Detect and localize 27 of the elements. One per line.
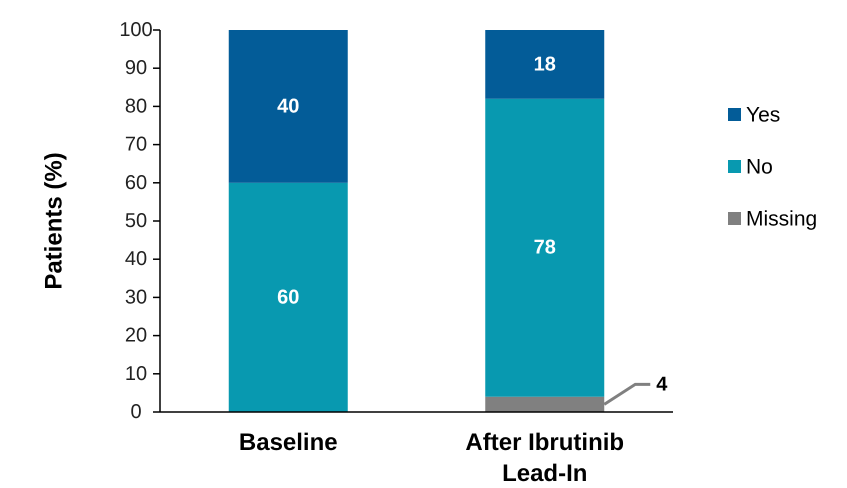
y-tick-label: 30 — [124, 286, 148, 308]
y-axis-title: Patients (%) — [40, 152, 68, 290]
data-label: 40 — [277, 95, 300, 118]
y-tick-label: 20 — [124, 324, 148, 347]
legend-label: Missing — [746, 208, 818, 230]
legend-label: Yes — [746, 104, 780, 126]
bar — [485, 30, 604, 99]
data-label: 4 — [656, 373, 668, 396]
y-tick-label: 80 — [124, 95, 148, 118]
bar — [485, 98, 604, 397]
y-tick-label: 0 — [130, 401, 142, 423]
legend-label: No — [746, 156, 773, 178]
x-tick-label: Baseline — [238, 429, 338, 456]
y-tick-label: 70 — [124, 134, 148, 156]
y-tick-label: 50 — [124, 210, 148, 232]
y-tick-label: 10 — [124, 362, 148, 385]
data-label: 60 — [277, 286, 300, 308]
bar — [228, 30, 348, 183]
y-tick-label: 90 — [124, 57, 148, 80]
y-tick-label: 60 — [124, 172, 148, 194]
x-tick-label: After Ibrutinib Lead-In — [465, 429, 624, 487]
bar — [485, 396, 604, 412]
data-label: 78 — [534, 236, 556, 259]
data-label: 18 — [534, 53, 556, 76]
bar — [228, 182, 348, 412]
y-tick-label: 100 — [119, 19, 153, 41]
y-tick-label: 40 — [124, 248, 148, 270]
